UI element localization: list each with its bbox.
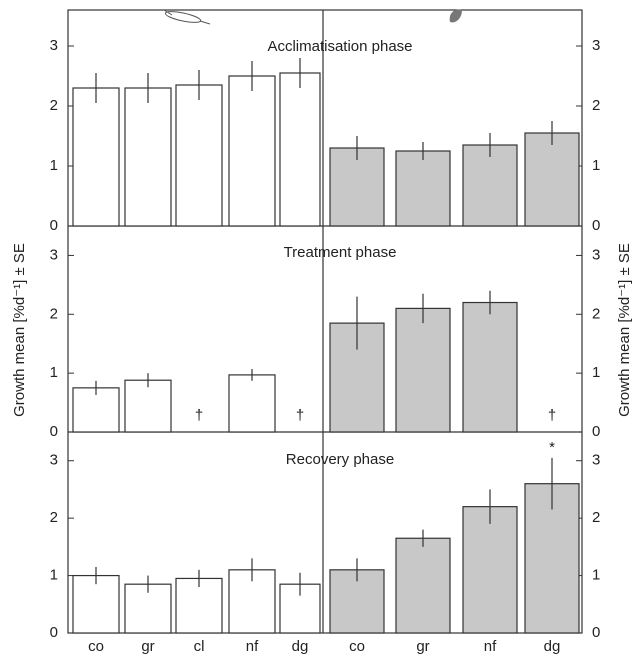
panel-title: Acclimatisation phase — [267, 38, 412, 55]
x-tick-label: dg — [544, 638, 561, 655]
y-tick-label: 3 — [50, 452, 58, 469]
plot-frame — [67, 9, 583, 634]
y-tick-label: 1 — [50, 364, 58, 381]
y-tick-label: 2 — [50, 509, 58, 526]
bar — [175, 84, 223, 227]
x-tick-label: nf — [246, 638, 259, 655]
bar — [524, 483, 580, 634]
y-tick-label: 3 — [50, 246, 58, 263]
y-tick-label: 1 — [50, 157, 58, 174]
x-tick-label: co — [349, 638, 365, 655]
bar — [395, 307, 451, 433]
value-label: † — [548, 407, 556, 424]
y-tick-label: 0 — [50, 217, 58, 234]
x-tick-label: gr — [416, 638, 429, 655]
y-tick-label-right: 1 — [592, 567, 600, 584]
bar — [462, 301, 518, 433]
value-label: † — [195, 407, 203, 424]
y-tick-label-right: 0 — [592, 217, 600, 234]
y-axis-label: Growth mean [%d⁻¹] ± SE — [11, 243, 28, 417]
panel-title: Recovery phase — [286, 451, 394, 468]
y-tick-label-right: 2 — [592, 509, 600, 526]
y-tick-label-right: 0 — [592, 423, 600, 440]
value-label: * — [549, 439, 555, 456]
y-tick-label-right: 3 — [592, 452, 600, 469]
bar — [524, 132, 580, 227]
y-tick-label: 3 — [50, 37, 58, 54]
y-tick-label-right: 2 — [592, 305, 600, 322]
y-tick-label: 2 — [50, 97, 58, 114]
y-tick-label: 0 — [50, 423, 58, 440]
y-tick-label-right: 2 — [592, 97, 600, 114]
bar — [329, 147, 385, 227]
panel-title: Treatment phase — [284, 244, 397, 261]
bar — [462, 506, 518, 634]
y-tick-label-right: 1 — [592, 157, 600, 174]
value-label: † — [296, 407, 304, 424]
y-tick-label-right: 0 — [592, 624, 600, 641]
bar — [279, 72, 321, 227]
bar — [395, 150, 451, 227]
y-tick-label-right: 3 — [592, 246, 600, 263]
x-tick-label: cl — [194, 638, 205, 655]
bar — [228, 374, 276, 433]
bar — [124, 379, 172, 433]
y-tick-label-right: 3 — [592, 37, 600, 54]
bar — [124, 87, 172, 227]
bar — [72, 87, 120, 227]
x-tick-label: co — [88, 638, 104, 655]
x-tick-label: gr — [141, 638, 154, 655]
y-tick-label: 1 — [50, 567, 58, 584]
y-tick-label-right: 1 — [592, 364, 600, 381]
x-tick-label: nf — [484, 638, 497, 655]
bar — [72, 387, 120, 433]
bar — [228, 75, 276, 227]
y-axis-label-right: Growth mean [%d⁻¹] ± SE — [616, 243, 633, 417]
bar — [72, 574, 120, 634]
bar — [462, 144, 518, 227]
x-tick-label: dg — [292, 638, 309, 655]
y-tick-label: 2 — [50, 305, 58, 322]
leaf-icon — [449, 9, 462, 23]
bar — [395, 537, 451, 634]
isopod-icon — [163, 9, 211, 25]
y-tick-label: 0 — [50, 624, 58, 641]
bar — [175, 577, 223, 634]
